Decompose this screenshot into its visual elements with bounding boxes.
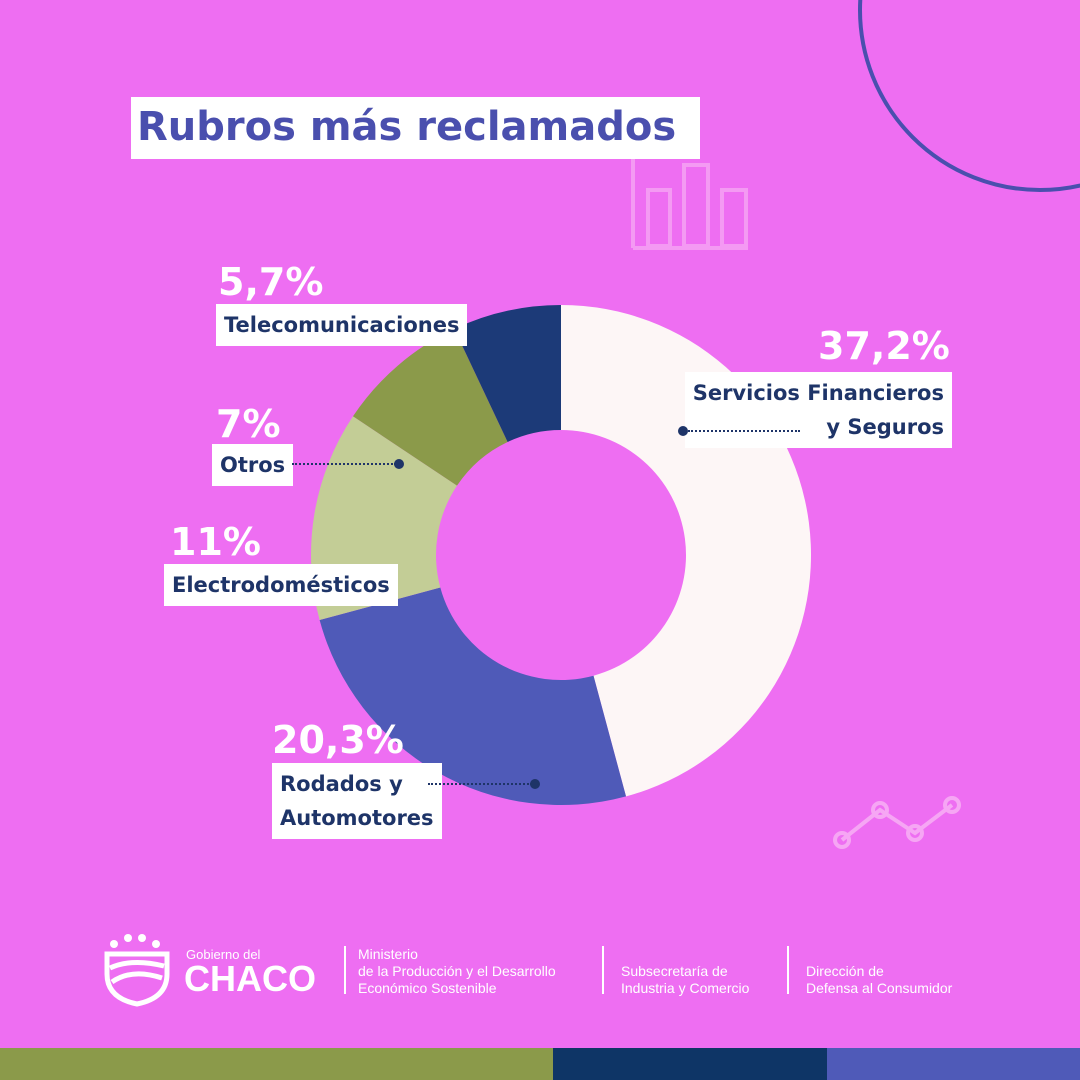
value-label-servicios: 37,2% [818,324,950,368]
subsecretaria-1: Subsecretaría de [621,963,728,979]
slice-label-electro: Electrodomésticos [164,564,398,606]
value-label-electro: 11% [170,520,261,564]
leader-dot [530,779,540,789]
footer-bar-blue [827,1048,1080,1080]
chart-title: Rubros más reclamados [131,97,701,159]
donut-slice-4 [454,305,561,442]
divider [787,946,789,994]
slice-label-servicios-2: y Seguros [826,415,944,439]
slice-label-rodados-2: Automotores [280,806,434,830]
gov-big: CHACO [184,958,316,999]
subsecretaria-2: Industria y Comercio [621,980,750,996]
footer-bar-navy [553,1048,827,1080]
footer-bar-green [0,1048,553,1080]
leader-line [688,430,800,432]
chaco-logo-icon [104,934,170,1007]
leader-line [428,783,532,785]
ministry-2: de la Producción y el Desarrollo [358,963,556,979]
slice-label-telecom: Telecomunicaciones [216,304,468,346]
slice-label-rodados-1: Rodados y [280,772,403,796]
value-label-otros: 7% [216,402,281,446]
value-label-rodados: 20,3% [272,718,404,762]
gov-small: Gobierno del [186,947,261,962]
slice-label-otros: Otros [212,444,294,486]
divider [602,946,604,994]
leader-dot [394,459,404,469]
leader-line [292,463,396,465]
direccion-2: Defensa al Consumidor [806,980,953,996]
leader-dot [678,426,688,436]
donut-slice-1 [319,587,627,805]
value-label-telecom: 5,7% [218,260,324,304]
ministry-1: Ministerio [358,946,418,962]
divider [344,946,346,994]
line-chart-icon [833,796,961,849]
ministry-3: Económico Sostenible [358,980,497,996]
circle-arc [858,0,1080,192]
direccion-1: Dirección de [806,963,884,979]
slice-label-servicios-1: Servicios Financieros [692,381,944,405]
bar-chart-icon [631,155,748,250]
donut-slice-3 [352,328,508,486]
